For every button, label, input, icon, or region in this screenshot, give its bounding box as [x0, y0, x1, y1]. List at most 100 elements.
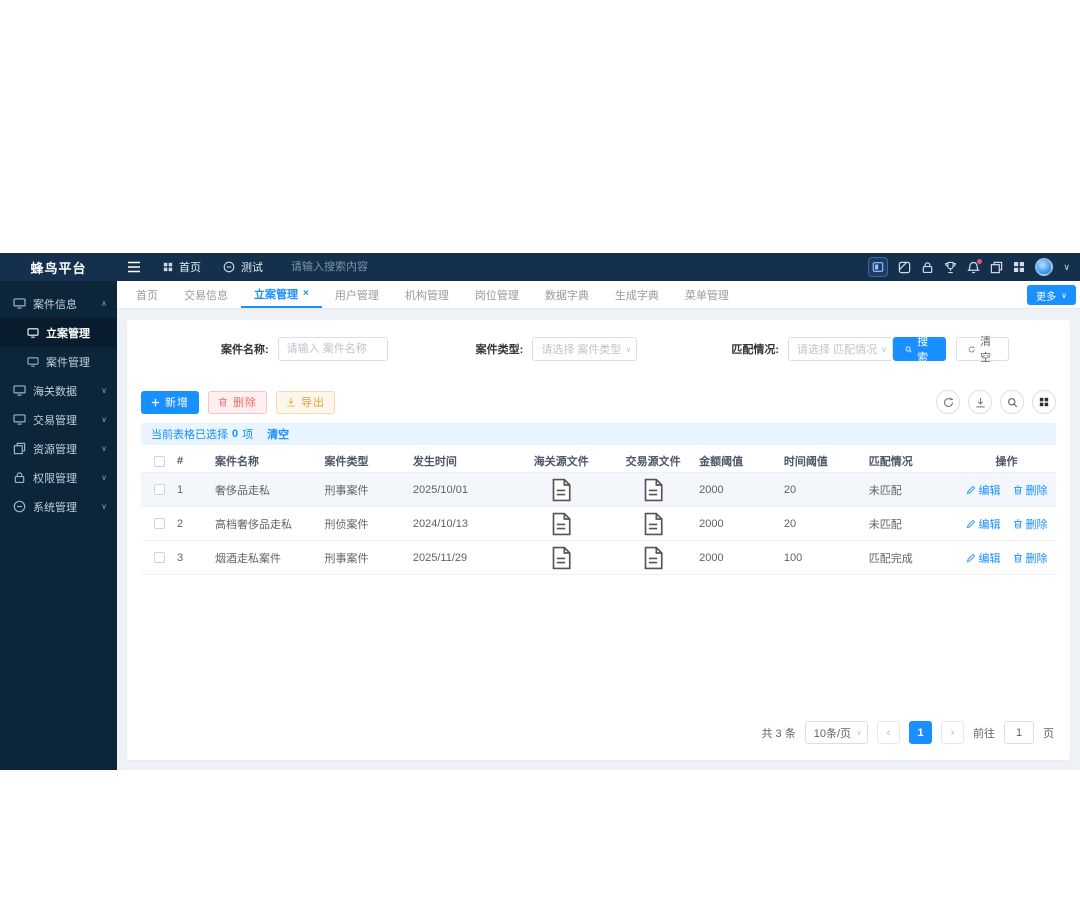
sidebar-item-case-info[interactable]: 案件信息 ∧ — [0, 289, 117, 318]
sidebar-item-transaction-manage[interactable]: 交易管理 ∨ — [0, 405, 117, 434]
tab-post-manage[interactable]: 岗位管理 — [474, 289, 519, 302]
page-number-button[interactable]: 1 — [909, 721, 932, 744]
trade-file-icon[interactable] — [643, 546, 663, 570]
tab-home[interactable]: 首页 — [136, 289, 158, 302]
sidebar-item-permission-manage[interactable]: 权限管理 ∨ — [0, 463, 117, 492]
customs-file-icon[interactable] — [551, 546, 571, 570]
select-all-checkbox[interactable] — [153, 455, 165, 467]
trash-icon — [1013, 485, 1023, 495]
tab-data-dict[interactable]: 数据字典 — [544, 289, 589, 302]
add-button[interactable]: 新增 — [141, 390, 199, 414]
clear-button[interactable]: 清空 — [956, 336, 1010, 364]
header-nav-home[interactable]: 首页 — [163, 259, 201, 275]
refresh-button[interactable] — [936, 390, 960, 414]
search-toggle-button[interactable] — [1000, 390, 1024, 414]
customs-file-icon[interactable] — [551, 512, 571, 536]
export-button[interactable]: 导出 — [276, 390, 335, 414]
case-type-select[interactable]: 请选择 案件类型 ∨ — [532, 337, 638, 361]
tab-org-manage[interactable]: 机构管理 — [404, 289, 449, 302]
tabs-more-button[interactable]: 更多 ∨ — [1027, 285, 1076, 305]
tab-gen-dict[interactable]: 生成字典 — [614, 289, 659, 302]
notification-badge — [977, 258, 983, 264]
app-logo: 蜂鸟平台 — [30, 260, 87, 276]
edit-link[interactable]: 编辑 — [966, 516, 1001, 532]
main-area: 首页 交易信息 立案管理 × 用户管理 机构管理 岗位管理 数据字典 生成字典 菜… — [117, 281, 1080, 770]
hamburger-menu-icon[interactable] — [127, 261, 141, 273]
minus-circle-icon — [223, 261, 235, 273]
grid-icon — [1039, 397, 1049, 407]
sidebar-item-case-filing[interactable]: 立案管理 — [0, 318, 117, 347]
refresh-icon — [943, 397, 954, 408]
row-checkbox[interactable] — [153, 484, 165, 495]
match-status-select[interactable]: 请选择 匹配情况 ∨ — [788, 337, 894, 361]
chevron-down-icon: ∨ — [101, 473, 107, 482]
monitor-icon — [13, 385, 26, 396]
delete-link[interactable]: 删除 — [1013, 482, 1048, 498]
table-row: 3 烟酒走私案件 刑事案件 2025/11/29 2000 100 匹配完成 编… — [141, 541, 1056, 575]
trade-file-icon[interactable] — [643, 512, 663, 536]
header-nav-test[interactable]: 测试 — [223, 259, 263, 275]
notification-bell-icon[interactable] — [967, 258, 983, 274]
delete-link[interactable]: 删除 — [1013, 516, 1048, 532]
goto-page-input[interactable] — [1004, 721, 1034, 744]
briefcase-icon — [13, 442, 26, 455]
chevron-down-icon: ∨ — [856, 728, 862, 737]
tab-transaction-info[interactable]: 交易信息 — [184, 289, 228, 302]
next-page-button[interactable]: › — [941, 721, 964, 744]
goto-prefix: 前往 — [973, 727, 995, 740]
trade-file-icon[interactable] — [643, 478, 663, 502]
copy-docs-icon[interactable] — [990, 261, 1003, 274]
sidebar-item-system-manage[interactable]: 系统管理 ∨ — [0, 492, 117, 521]
sidebar-item-customs-data[interactable]: 海关数据 ∨ — [0, 376, 117, 405]
chevron-down-icon: ∨ — [625, 344, 632, 354]
delete-link[interactable]: 删除 — [1013, 550, 1048, 566]
chevron-down-icon: ∨ — [101, 386, 107, 395]
density-button[interactable] — [968, 390, 992, 414]
lock-icon[interactable] — [921, 261, 934, 274]
pagination: 共 3 条 10条/页 ∨ ‹ 1 › 前往 页 — [761, 721, 1054, 744]
selection-info-bar: 当前表格已选择 0 项 清空 — [141, 423, 1056, 445]
chevron-up-icon: ∧ — [101, 299, 107, 308]
table-setting-buttons — [936, 390, 1056, 414]
prev-page-button[interactable]: ‹ — [877, 721, 900, 744]
trophy-icon[interactable] — [944, 261, 957, 274]
edit-link[interactable]: 编辑 — [966, 482, 1001, 498]
search-icon — [905, 344, 912, 355]
match-status: 匹配完成 — [868, 552, 913, 565]
match-status: 未匹配 — [868, 484, 902, 497]
fullscreen-grid-icon[interactable] — [1013, 261, 1025, 273]
match-status: 未匹配 — [868, 518, 902, 531]
tab-menu-manage[interactable]: 菜单管理 — [684, 289, 729, 302]
table-row: 2 高档奢侈品走私 刑侦案件 2024/10/13 2000 20 未匹配 编辑 — [141, 507, 1056, 541]
header-search-input[interactable] — [291, 261, 421, 273]
edit-link[interactable]: 编辑 — [966, 550, 1001, 566]
row-checkbox[interactable] — [153, 518, 165, 529]
avatar-chevron-down-icon[interactable]: ∨ — [1063, 261, 1070, 272]
case-name-input[interactable] — [277, 337, 388, 361]
chevron-down-icon: ∨ — [1061, 290, 1067, 300]
app-window: 蜂鸟平台 首页 测试 ∨ — [0, 253, 1080, 770]
theme-skin-icon[interactable] — [898, 261, 911, 274]
layout-panel-icon[interactable] — [868, 257, 889, 277]
selection-clear-link[interactable]: 清空 — [267, 429, 290, 441]
close-icon[interactable]: × — [303, 288, 309, 299]
selected-count: 0 — [232, 428, 239, 440]
sidebar-item-case-manage[interactable]: 案件管理 — [0, 347, 117, 376]
row-checkbox[interactable] — [153, 552, 165, 563]
sidebar-item-resource-manage[interactable]: 资源管理 ∨ — [0, 434, 117, 463]
customs-file-icon[interactable] — [551, 478, 571, 502]
user-avatar[interactable] — [1035, 258, 1054, 276]
header-icon-cluster: ∨ — [868, 257, 1080, 277]
search-button[interactable]: 搜索 — [893, 336, 947, 364]
delete-button[interactable]: 删除 — [208, 390, 267, 414]
monitor-icon — [13, 414, 26, 425]
lock-icon — [13, 471, 26, 484]
page-size-select[interactable]: 10条/页 ∨ — [804, 721, 868, 744]
download-icon — [975, 397, 986, 408]
column-setting-button[interactable] — [1032, 390, 1056, 414]
pencil-icon — [966, 485, 976, 495]
tab-user-manage[interactable]: 用户管理 — [334, 289, 379, 302]
tab-case-filing[interactable]: 立案管理 × — [241, 281, 322, 308]
trash-icon — [1013, 553, 1023, 563]
